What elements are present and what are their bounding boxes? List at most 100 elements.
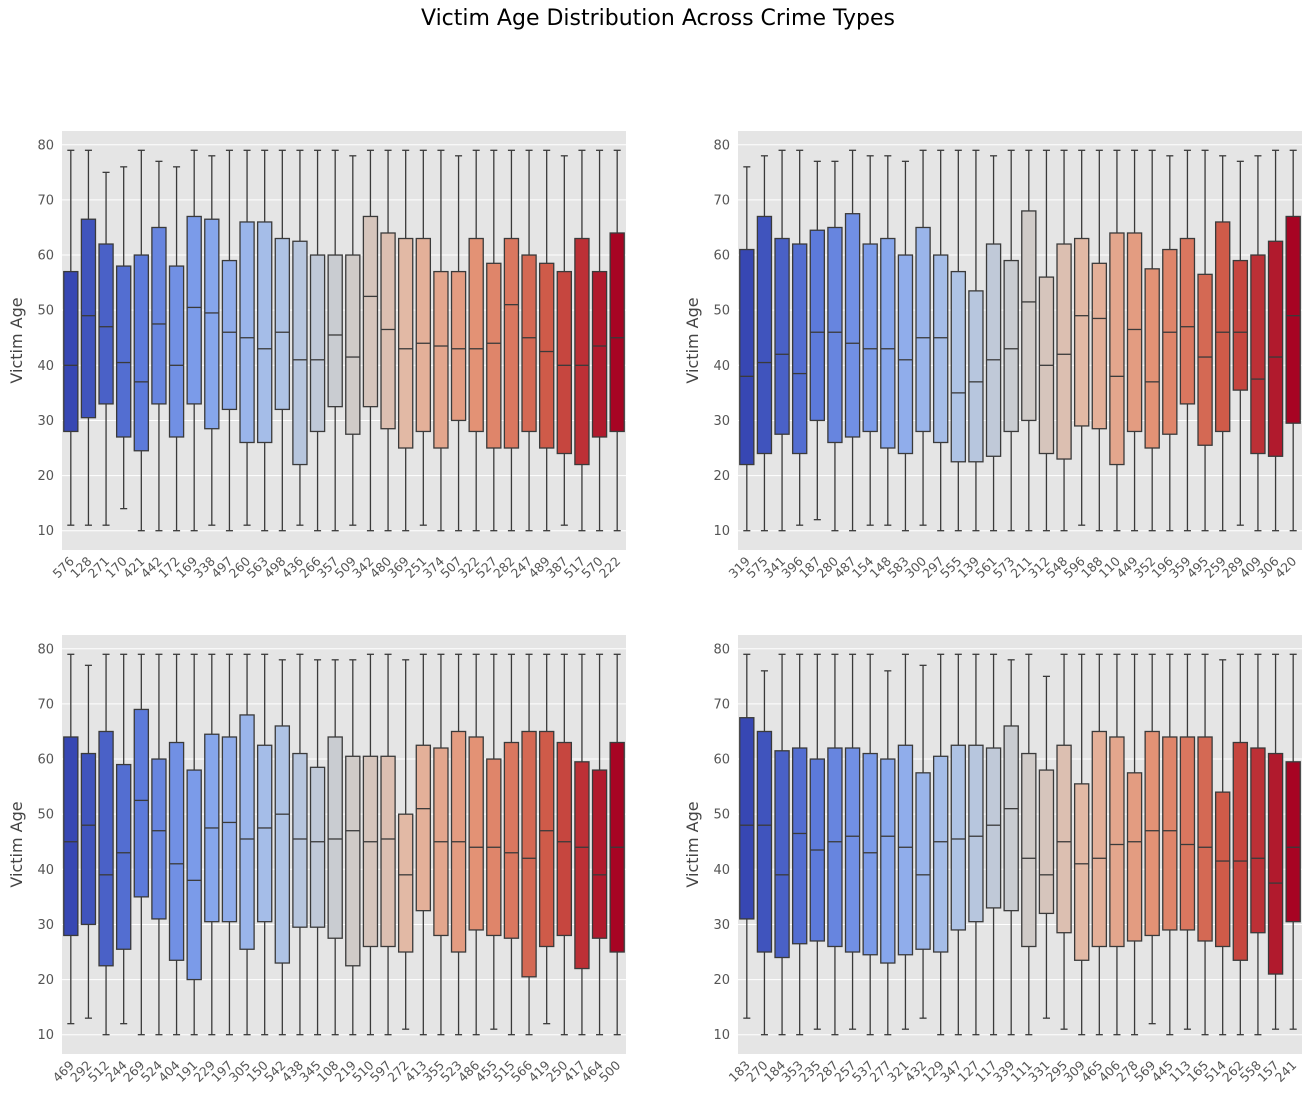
- box-iqr: [503, 237, 520, 449]
- box-576: [63, 149, 79, 526]
- box-iqr: [151, 758, 167, 920]
- y-tick-label: 10: [37, 1028, 54, 1043]
- y-tick-label: 20: [37, 973, 54, 988]
- box-113: [1179, 653, 1196, 1030]
- box-266: [309, 149, 326, 532]
- box-iqr: [415, 237, 432, 433]
- box-iqr: [292, 752, 308, 928]
- box-iqr: [239, 221, 255, 444]
- box-417: [574, 653, 590, 1036]
- y-tick-label: 70: [713, 697, 730, 712]
- box-297: [932, 149, 949, 532]
- box-287: [827, 653, 843, 1036]
- box-150: [256, 653, 273, 1036]
- box-iqr: [880, 758, 896, 964]
- box-154: [862, 155, 878, 526]
- box-iqr: [186, 215, 202, 405]
- box-319: [739, 166, 755, 532]
- box-406: [1109, 653, 1125, 1036]
- box-271: [98, 171, 114, 526]
- box-339: [1003, 659, 1019, 1036]
- box-420: [1285, 149, 1301, 532]
- box-iqr: [915, 772, 931, 950]
- box-iqr: [1179, 736, 1196, 931]
- box-184: [774, 653, 790, 1036]
- box-iqr: [221, 736, 238, 923]
- box-187: [809, 160, 826, 521]
- box-iqr: [556, 270, 573, 455]
- box-341: [774, 149, 790, 532]
- box-247: [521, 149, 537, 532]
- box-596: [1073, 149, 1090, 526]
- box-iqr: [362, 215, 379, 408]
- y-tick-label: 40: [713, 359, 730, 374]
- box-537: [862, 653, 878, 1036]
- box-498: [274, 149, 291, 532]
- box-347: [950, 653, 967, 1036]
- box-iqr: [844, 213, 861, 438]
- box-229: [204, 653, 220, 1036]
- box-489: [538, 149, 555, 532]
- box-165: [1197, 653, 1213, 1036]
- box-iqr: [256, 744, 273, 923]
- box-iqr: [168, 265, 185, 438]
- box-iqr: [1250, 747, 1266, 934]
- y-tick-label: 10: [713, 1028, 730, 1043]
- box-235: [809, 653, 826, 1030]
- box-iqr: [327, 736, 343, 939]
- box-iqr: [791, 243, 808, 455]
- box-510: [362, 653, 379, 1036]
- box-321: [897, 653, 914, 1030]
- box-iqr: [221, 259, 238, 411]
- box-250: [556, 653, 573, 1036]
- box-iqr: [362, 755, 379, 948]
- box-345: [309, 659, 326, 1036]
- box-270: [756, 670, 773, 1036]
- box-iqr: [80, 218, 97, 419]
- box-527: [486, 149, 502, 532]
- box-iqr: [985, 747, 1002, 909]
- y-tick-label: 30: [713, 918, 730, 933]
- box-509: [345, 155, 361, 526]
- box-487: [844, 149, 861, 532]
- box-188: [1091, 149, 1108, 532]
- box-421: [133, 149, 150, 532]
- y-tick-label: 80: [713, 138, 730, 153]
- box-iqr: [809, 229, 826, 422]
- box-iqr: [897, 254, 914, 455]
- box-iqr: [486, 262, 502, 449]
- box-iqr: [274, 725, 291, 964]
- box-iqr: [521, 254, 537, 433]
- box-iqr: [115, 763, 132, 950]
- box-110: [1109, 149, 1125, 532]
- box-iqr: [609, 232, 625, 433]
- y-tick-label: 60: [37, 753, 54, 768]
- box-iqr: [932, 755, 949, 953]
- y-axis-label: Victim Age: [683, 297, 702, 383]
- box-117: [985, 653, 1002, 1036]
- box-409: [1250, 155, 1266, 532]
- y-tick-label: 40: [37, 359, 54, 374]
- box-548: [1056, 149, 1072, 532]
- y-tick-label: 10: [37, 524, 54, 539]
- box-566: [521, 653, 537, 1036]
- box-iqr: [1162, 736, 1178, 931]
- box-iqr: [1038, 769, 1055, 915]
- box-419: [538, 653, 555, 1025]
- box-iqr: [63, 270, 79, 433]
- box-iqr: [380, 755, 396, 948]
- box-iqr: [1232, 259, 1249, 391]
- box-iqr: [985, 243, 1002, 457]
- box-169: [186, 149, 202, 532]
- box-309: [1073, 653, 1090, 1036]
- box-iqr: [256, 221, 273, 444]
- box-iqr: [468, 736, 484, 931]
- y-tick-label: 80: [713, 642, 730, 657]
- y-tick-label: 60: [37, 249, 54, 264]
- y-tick-label: 20: [713, 469, 730, 484]
- box-iqr: [739, 717, 755, 920]
- box-442: [151, 160, 167, 532]
- box-353: [791, 653, 808, 1036]
